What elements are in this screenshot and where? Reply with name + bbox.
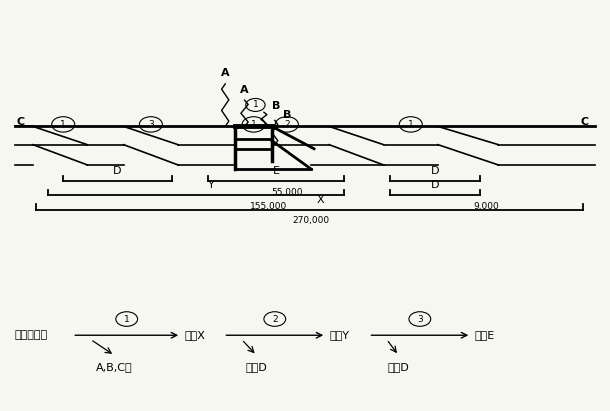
Text: 155,000: 155,000 [250,202,287,211]
Text: 1: 1 [253,100,258,109]
Text: 1: 1 [251,120,256,129]
Text: 270,000: 270,000 [292,216,329,225]
Text: D: D [431,166,439,176]
Text: 2: 2 [284,120,290,129]
Text: 1: 1 [408,120,414,129]
Text: 2: 2 [272,314,278,323]
Text: 1: 1 [124,314,129,323]
Text: 9,000: 9,000 [473,202,499,211]
Text: 片段D: 片段D [388,362,409,372]
Text: C: C [16,118,24,127]
Text: 3: 3 [417,314,423,323]
Text: 1: 1 [60,120,66,129]
Text: Y: Y [207,180,214,191]
Text: B: B [282,110,291,120]
Text: D: D [431,180,439,191]
Text: 片段X: 片段X [184,330,205,340]
Text: 纤维蛋白原: 纤维蛋白原 [15,330,48,340]
Text: X: X [317,195,325,205]
Text: A: A [221,68,229,78]
Text: 片段E: 片段E [474,330,495,340]
Text: 55,000: 55,000 [271,188,303,196]
Text: A: A [240,85,249,95]
Text: 3: 3 [148,120,154,129]
Text: 片段Y: 片段Y [329,330,349,340]
Text: D: D [113,166,122,176]
Text: 片段D: 片段D [246,362,268,372]
Text: A,B,C肽: A,B,C肽 [96,362,133,372]
Text: B: B [272,102,280,111]
Text: C: C [580,118,588,127]
Text: E: E [273,166,280,176]
